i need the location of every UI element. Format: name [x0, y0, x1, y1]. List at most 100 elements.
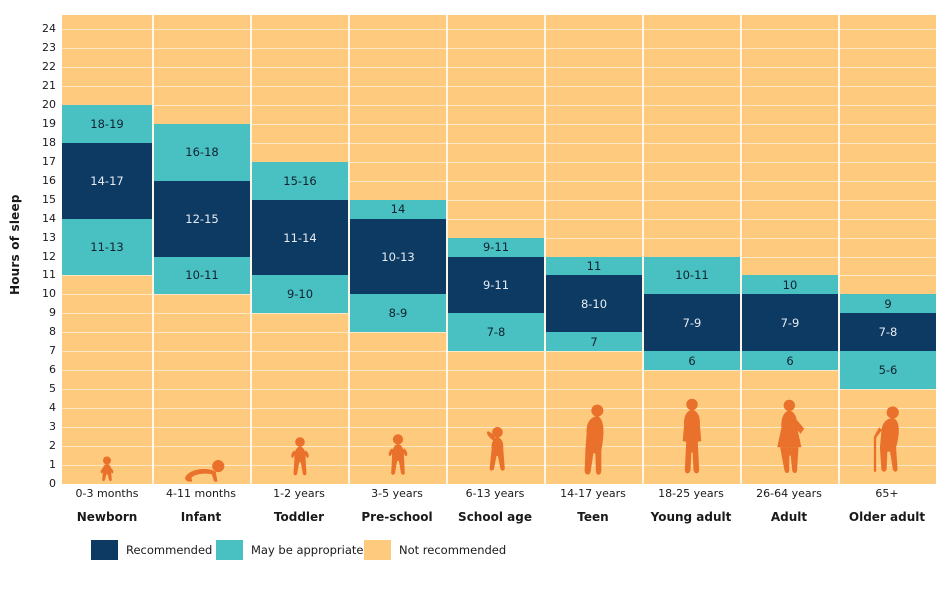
- bar-recommended: 14-17: [62, 142, 152, 219]
- age-name-label: Adult: [770, 510, 808, 524]
- bar-may-be-appropriate: 16-18: [154, 123, 250, 181]
- child-figure-icon: [385, 433, 411, 484]
- gridline: [62, 66, 936, 68]
- legend-item-recommended: Recommended: [91, 540, 212, 560]
- age-name-label: School age: [458, 510, 532, 524]
- bar-may-be-appropriate: 10-11: [644, 256, 740, 295]
- y-tick-label: 12: [42, 249, 56, 263]
- bar-label: 9-11: [482, 277, 510, 292]
- gridline: [62, 218, 936, 220]
- y-tick-label: 6: [49, 363, 56, 377]
- y-tick-label: 21: [42, 78, 56, 92]
- bar-label: 10-11: [185, 268, 219, 283]
- bar-label: 14: [390, 202, 406, 217]
- legend-swatch-may-be-appropriate: [216, 540, 243, 560]
- y-tick-label: 4: [49, 401, 56, 415]
- age-name-label: Newborn: [76, 510, 138, 524]
- bar-may-be-appropriate: 7-8: [448, 313, 544, 352]
- age-column-pre-school: 14 10-13 8-9: [348, 15, 446, 484]
- young-adult-figure-icon: [671, 398, 714, 484]
- bar-label: 9-11: [482, 240, 510, 255]
- adult-figure-icon: [769, 399, 812, 484]
- bar-may-be-appropriate: 6: [742, 351, 838, 371]
- age-column-toddler: 15-16 11-14 9-10: [250, 15, 348, 484]
- age-name-label: Toddler: [273, 510, 325, 524]
- y-tick-label: 2: [49, 439, 56, 453]
- bar-recommended: 9-11: [448, 256, 544, 314]
- age-range-label: 1-2 years: [273, 487, 325, 500]
- bar-label: 5-6: [878, 363, 898, 378]
- age-range-label: 6-13 years: [465, 487, 525, 500]
- bar-recommended: 7-9: [742, 294, 838, 352]
- older-adult-figure-icon: [868, 403, 909, 484]
- y-tick-label: 23: [42, 40, 56, 54]
- bar-label: 9-10: [286, 287, 314, 302]
- gridline: [62, 351, 936, 353]
- gridline: [62, 180, 936, 182]
- legend-swatch-recommended: [91, 540, 118, 560]
- plot-area: 18-19 14-17 11-13 16-18 12-15 10-11 15-16 11-14…: [62, 15, 936, 484]
- age-column-newborn: 18-19 14-17 11-13: [62, 15, 152, 484]
- y-tick-label: 9: [49, 306, 56, 320]
- age-column-young-adult: 10-11 7-9 6: [642, 15, 740, 484]
- bar-may-be-appropriate: 10: [742, 275, 838, 295]
- bar-may-be-appropriate: 9-11: [448, 237, 544, 257]
- gridline: [62, 370, 936, 372]
- y-tick-label: 1: [49, 458, 56, 472]
- bar-recommended: 11-14: [252, 199, 348, 276]
- y-tick-label: 7: [49, 344, 56, 358]
- bar-label: 16-18: [185, 145, 219, 160]
- bar-label: 11-14: [283, 230, 317, 245]
- y-tick-label: 3: [49, 420, 56, 434]
- child-waving-figure-icon: [482, 426, 511, 484]
- gridline: [62, 47, 936, 49]
- y-axis-ticks: 0 1 2 3 4 5 6 7 8 9 10 11 12 13 14 15 16 17 18 19 20 21 22 23 24: [0, 0, 56, 490]
- bar-label: 7-9: [780, 315, 800, 330]
- age-range-label: 3-5 years: [371, 487, 423, 500]
- bar-label: 8-9: [388, 306, 408, 321]
- age-range-label: 65+: [875, 487, 899, 500]
- bar-may-be-appropriate: 5-6: [840, 351, 936, 390]
- gridline: [62, 29, 936, 30]
- y-tick-label: 5: [49, 382, 56, 396]
- bar-recommended: 8-10: [546, 275, 642, 333]
- age-column-adult: 10 7-9 6: [740, 15, 838, 484]
- legend-swatch-not-recommended: [364, 540, 391, 560]
- bar-label: 7-9: [682, 315, 702, 330]
- age-range-label: 14-17 years: [560, 487, 626, 500]
- bar-label: 6: [688, 353, 696, 368]
- bar-may-be-appropriate: 7: [546, 332, 642, 352]
- legend-item-not-recommended: Not recommended: [364, 540, 506, 560]
- gridline: [62, 123, 936, 125]
- age-name-label: Older adult: [848, 510, 926, 524]
- bar-label: 8-10: [580, 296, 608, 311]
- bar-may-be-appropriate: 11: [546, 256, 642, 276]
- baby-figure-icon: [100, 454, 115, 484]
- y-tick-label: 0: [49, 477, 56, 490]
- x-axis-labels: 0-3 months Newborn 4-11 months Infant 1-2 ye…: [62, 487, 936, 535]
- legend-label: May be appropriate: [251, 543, 364, 557]
- y-tick-label: 19: [42, 116, 56, 130]
- bar-recommended: 10-13: [350, 218, 446, 295]
- bar-may-be-appropriate: 18-19: [62, 104, 152, 143]
- y-tick-label: 20: [42, 97, 56, 111]
- age-range-label: 18-25 years: [658, 487, 724, 500]
- legend-item-may-be-appropriate: May be appropriate: [216, 540, 363, 560]
- age-name-label: Teen: [577, 510, 609, 524]
- bar-label: 12-15: [185, 211, 219, 226]
- y-tick-label: 11: [42, 268, 56, 282]
- bar-may-be-appropriate: 11-13: [62, 218, 152, 276]
- bar-may-be-appropriate: 10-11: [154, 256, 250, 295]
- bar-label: 7: [590, 334, 598, 349]
- bar-recommended: 12-15: [154, 180, 250, 257]
- bar-label: 7-8: [486, 325, 506, 340]
- gridline: [62, 389, 936, 391]
- bar-label: 9: [884, 296, 892, 311]
- y-tick-label: 8: [49, 325, 56, 339]
- bar-may-be-appropriate: 8-9: [350, 294, 446, 333]
- legend: Recommended May be appropriate Not recomme…: [0, 540, 947, 560]
- gridline: [62, 161, 936, 163]
- toddler-figure-icon: [288, 436, 312, 484]
- teen-figure-icon: [574, 404, 614, 484]
- y-tick-label: 24: [42, 22, 56, 35]
